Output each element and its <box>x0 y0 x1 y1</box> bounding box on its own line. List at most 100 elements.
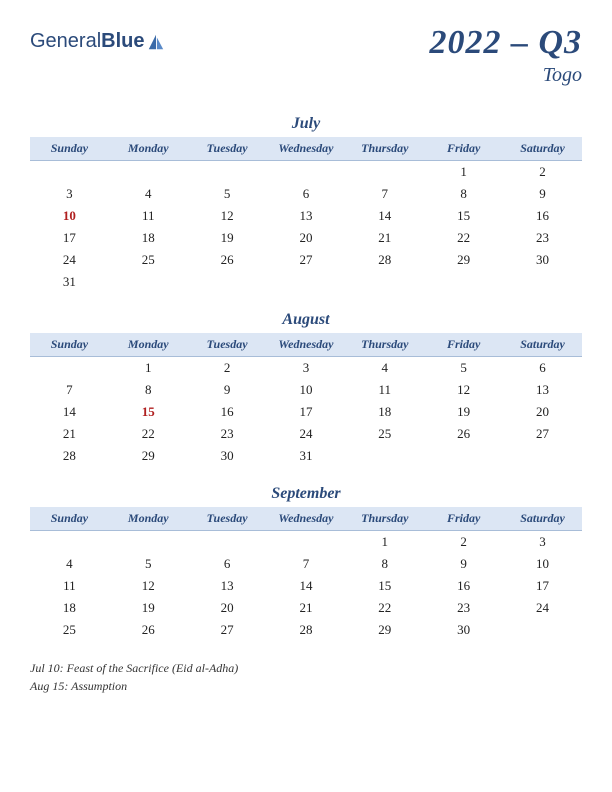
day-header: Tuesday <box>188 507 267 531</box>
calendar-cell: 20 <box>188 597 267 619</box>
calendar-cell: 10 <box>267 379 346 401</box>
calendar-cell <box>345 445 424 467</box>
calendar-cell <box>109 531 188 554</box>
calendar-cell: 15 <box>424 205 503 227</box>
month-name: July <box>30 115 582 133</box>
calendar-cell: 14 <box>267 575 346 597</box>
day-header: Saturday <box>503 333 582 357</box>
quarter-title: 2022 – Q3 <box>429 24 582 62</box>
calendar-cell: 10 <box>503 553 582 575</box>
calendar-cell: 10 <box>30 205 109 227</box>
day-header: Sunday <box>30 137 109 161</box>
calendar-cell <box>424 271 503 293</box>
day-header: Thursday <box>345 333 424 357</box>
calendar-cell: 16 <box>188 401 267 423</box>
calendar-cell: 6 <box>188 553 267 575</box>
calendar-cell: 22 <box>345 597 424 619</box>
calendar-cell: 31 <box>30 271 109 293</box>
logo-part2: Blue <box>101 30 144 52</box>
calendar-cell: 21 <box>345 227 424 249</box>
calendar-cell: 12 <box>109 575 188 597</box>
calendar-cell: 19 <box>424 401 503 423</box>
calendar-cell <box>109 161 188 184</box>
calendar-cell: 16 <box>503 205 582 227</box>
calendar-cell: 2 <box>503 161 582 184</box>
calendar-cell: 17 <box>267 401 346 423</box>
calendar-cell: 27 <box>503 423 582 445</box>
day-header: Tuesday <box>188 137 267 161</box>
calendar-cell: 15 <box>345 575 424 597</box>
calendar-cell: 30 <box>188 445 267 467</box>
calendar-cell <box>503 619 582 641</box>
calendar-cell: 5 <box>109 553 188 575</box>
calendar-cell: 9 <box>188 379 267 401</box>
calendar-cell: 8 <box>424 183 503 205</box>
calendar-cell <box>188 271 267 293</box>
calendar-cell: 17 <box>30 227 109 249</box>
calendar-cell: 1 <box>424 161 503 184</box>
calendar-cell: 5 <box>188 183 267 205</box>
calendar-cell: 15 <box>109 401 188 423</box>
calendar-row: 45678910 <box>30 553 582 575</box>
holiday-entry: Aug 15: Assumption <box>30 677 582 695</box>
logo-text: GeneralBlue <box>30 30 145 53</box>
calendar-cell: 22 <box>424 227 503 249</box>
month-block: September SundayMondayTuesdayWednesdayThu… <box>30 485 582 641</box>
month-name: September <box>30 485 582 503</box>
day-header: Tuesday <box>188 333 267 357</box>
calendar-cell: 5 <box>424 357 503 380</box>
calendar-cell: 24 <box>267 423 346 445</box>
day-header: Monday <box>109 507 188 531</box>
day-header: Friday <box>424 137 503 161</box>
calendar-cell: 13 <box>188 575 267 597</box>
calendar-container: JulySundayMondayTuesdayWednesdayThursday… <box>30 115 582 641</box>
calendar-row: 28293031 <box>30 445 582 467</box>
calendar-cell <box>188 161 267 184</box>
calendar-cell: 9 <box>424 553 503 575</box>
calendar-cell: 28 <box>345 249 424 271</box>
calendar-cell: 7 <box>345 183 424 205</box>
month-block: JulySundayMondayTuesdayWednesdayThursday… <box>30 115 582 293</box>
calendar-cell: 3 <box>267 357 346 380</box>
calendar-cell <box>30 531 109 554</box>
calendar-cell: 7 <box>267 553 346 575</box>
calendar-cell: 14 <box>30 401 109 423</box>
calendar-cell: 21 <box>267 597 346 619</box>
calendar-cell: 28 <box>267 619 346 641</box>
calendar-cell: 27 <box>188 619 267 641</box>
day-header: Wednesday <box>267 137 346 161</box>
day-header: Thursday <box>345 507 424 531</box>
calendar-row: 123 <box>30 531 582 554</box>
calendar-cell: 6 <box>503 357 582 380</box>
country-name: Togo <box>429 64 582 87</box>
calendar-cell: 25 <box>109 249 188 271</box>
calendar-cell <box>267 161 346 184</box>
calendar-cell: 26 <box>109 619 188 641</box>
calendar-cell: 20 <box>267 227 346 249</box>
calendar-table: SundayMondayTuesdayWednesdayThursdayFrid… <box>30 333 582 467</box>
calendar-cell: 22 <box>109 423 188 445</box>
calendar-cell: 8 <box>109 379 188 401</box>
calendar-cell: 4 <box>30 553 109 575</box>
calendar-row: 78910111213 <box>30 379 582 401</box>
calendar-cell: 8 <box>345 553 424 575</box>
calendar-cell: 24 <box>30 249 109 271</box>
calendar-cell: 9 <box>503 183 582 205</box>
calendar-cell: 30 <box>503 249 582 271</box>
calendar-row: 11121314151617 <box>30 575 582 597</box>
day-header: Sunday <box>30 333 109 357</box>
calendar-cell: 25 <box>30 619 109 641</box>
calendar-cell: 29 <box>345 619 424 641</box>
calendar-cell: 18 <box>345 401 424 423</box>
calendar-cell: 16 <box>424 575 503 597</box>
day-header: Monday <box>109 333 188 357</box>
calendar-row: 3456789 <box>30 183 582 205</box>
calendar-cell: 26 <box>188 249 267 271</box>
calendar-cell: 11 <box>345 379 424 401</box>
calendar-table: SundayMondayTuesdayWednesdayThursdayFrid… <box>30 507 582 641</box>
calendar-cell <box>109 271 188 293</box>
day-header: Saturday <box>503 507 582 531</box>
calendar-cell: 1 <box>109 357 188 380</box>
month-name: August <box>30 311 582 329</box>
title-block: 2022 – Q3 Togo <box>429 24 582 87</box>
